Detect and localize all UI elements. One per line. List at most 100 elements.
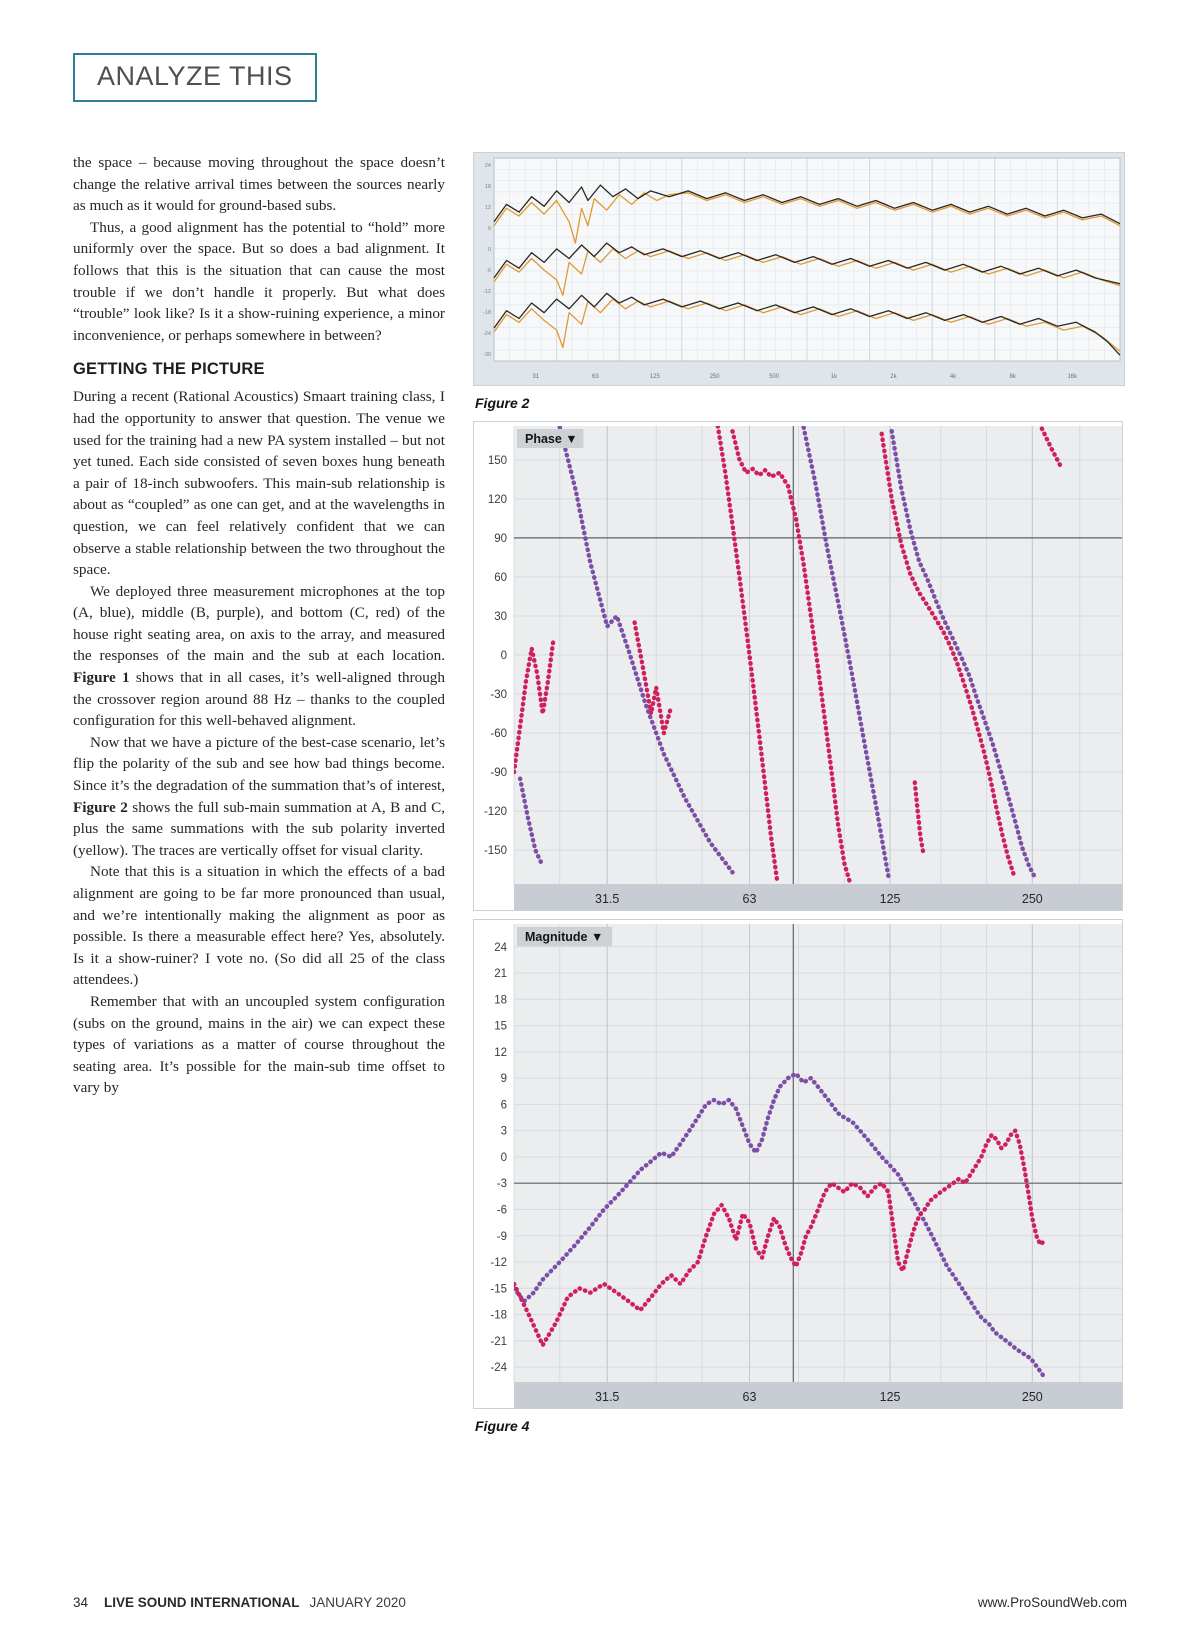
svg-text:0: 0: [488, 247, 491, 253]
svg-text:-24: -24: [490, 1362, 507, 1374]
svg-text:250: 250: [1022, 1390, 1043, 1404]
trace-mic-c-red: [730, 428, 853, 884]
trace-mic-b-summation: [493, 242, 1121, 285]
svg-text:-6: -6: [497, 1204, 507, 1216]
svg-text:-3: -3: [497, 1178, 507, 1190]
svg-text:31: 31: [532, 374, 539, 380]
svg-text:-18: -18: [483, 310, 491, 316]
svg-text:125: 125: [880, 892, 901, 906]
trace-mic-b-purple: [514, 1071, 1046, 1379]
svg-text:18: 18: [494, 994, 507, 1006]
svg-text:-120: -120: [484, 806, 507, 818]
svg-text:8k: 8k: [1010, 374, 1017, 380]
paragraph-5-text-cont: shows the full sub-main summation at A, …: [73, 798, 445, 859]
figure-4-caption: Figure 4: [475, 1418, 530, 1434]
figure-2-frequency-response-chart: 24 18 12 6 0 -6 -12 -18 -24 -30 31 63 125 250 500 1k 2k 4…: [473, 152, 1125, 386]
svg-text:6: 6: [501, 1099, 507, 1111]
svg-text:-9: -9: [497, 1231, 507, 1243]
svg-text:63: 63: [592, 374, 599, 380]
svg-text:12: 12: [494, 1047, 507, 1059]
svg-text:-60: -60: [490, 728, 507, 740]
svg-text:15: 15: [494, 1021, 507, 1033]
issue-date: JANUARY 2020: [309, 1595, 406, 1610]
trace-mic-a-summation: [493, 184, 1121, 225]
svg-text:500: 500: [769, 374, 780, 380]
svg-text:-24: -24: [483, 331, 491, 337]
svg-text:90: 90: [494, 533, 507, 545]
svg-text:21: 21: [494, 968, 507, 980]
trace-mic-c-red: [879, 431, 1016, 876]
svg-text:4k: 4k: [950, 374, 957, 380]
website-url: www.ProSoundWeb.com: [977, 1595, 1127, 1610]
svg-text:125: 125: [650, 374, 661, 380]
svg-text:0: 0: [501, 650, 507, 662]
article-text-column: the space – because moving throughout th…: [73, 152, 445, 1099]
figure-2-reference: Figure 2: [73, 798, 128, 816]
trace-mic-c-red: [514, 1128, 1048, 1348]
svg-text:250: 250: [710, 374, 721, 380]
trace-mic-c-red: [514, 639, 556, 775]
svg-text:1k: 1k: [831, 374, 838, 380]
phase-chart: 150 120 90 60 30 0 -30 -60 -90 -120 -150 31.5 63 125 2…: [473, 421, 1123, 911]
paragraph-4: We deployed three measurement microphone…: [73, 581, 445, 732]
content-columns: the space – because moving throughout th…: [73, 152, 1127, 1440]
paragraph-4-text: We deployed three measurement microphone…: [73, 582, 445, 665]
svg-text:-15: -15: [490, 1283, 507, 1295]
svg-text:6: 6: [488, 226, 491, 232]
paragraph-5-text: Now that we have a picture of the best-c…: [73, 733, 445, 795]
svg-text:-18: -18: [490, 1310, 507, 1322]
svg-text:0: 0: [501, 1152, 507, 1164]
paragraph-4-text-cont: shows that in all cases, it’s well-align…: [73, 669, 445, 730]
footer-left: 34 LIVE SOUND INTERNATIONAL JANUARY 2020: [73, 1595, 406, 1610]
svg-text:125: 125: [880, 1390, 901, 1404]
trace-mic-c-red: [912, 780, 926, 855]
paragraph-6: Note that this is a situation in which t…: [73, 863, 445, 989]
svg-text:-12: -12: [490, 1257, 507, 1269]
svg-text:-12: -12: [483, 289, 491, 295]
svg-text:63: 63: [743, 1390, 757, 1404]
trace-mic-b-purple: [801, 426, 891, 879]
svg-text:250: 250: [1022, 892, 1043, 906]
figure-2-caption: Figure 2: [475, 395, 530, 411]
svg-text:31.5: 31.5: [595, 1390, 619, 1404]
trace-mic-b-purple: [517, 776, 545, 868]
figure-1-reference: Figure 1: [73, 669, 130, 687]
trace-mic-c-red: [632, 620, 674, 736]
page-number: 34: [73, 1595, 89, 1610]
svg-text:18: 18: [485, 184, 491, 190]
paragraph-3: During a recent (Rational Acoustics) Sma…: [73, 388, 445, 579]
svg-text:-30: -30: [490, 689, 507, 701]
svg-text:60: 60: [494, 572, 507, 584]
paragraph-5: Now that we have a picture of the best-c…: [73, 732, 445, 862]
svg-text:120: 120: [488, 494, 507, 506]
paragraph-7: Remember that with an uncoupled system c…: [73, 992, 445, 1097]
svg-text:24: 24: [494, 942, 507, 954]
svg-text:9: 9: [501, 1073, 507, 1085]
svg-text:-90: -90: [490, 767, 507, 779]
magnitude-chart-panel: 24 21 18 15 12 9 6 3 0 -3 -6 -9 -12 -15 -18 -21 -24 31.5 6…: [473, 919, 1125, 1409]
svg-text:Magnitude ▼: Magnitude ▼: [525, 930, 603, 944]
svg-text:31.5: 31.5: [595, 892, 619, 906]
svg-text:2k: 2k: [890, 374, 897, 380]
svg-text:-6: -6: [486, 268, 491, 274]
section-heading: GETTING THE PICTURE: [73, 360, 265, 379]
trace-mic-c-summation: [493, 292, 1121, 356]
trace-mic-b-purple: [889, 428, 1038, 881]
trace-mic-c-red: [715, 426, 780, 881]
section-badge: ANALYZE THIS: [73, 53, 317, 102]
svg-text:12: 12: [485, 205, 491, 211]
svg-text:Phase ▼: Phase ▼: [525, 432, 578, 446]
svg-text:30: 30: [494, 611, 507, 623]
svg-text:150: 150: [488, 455, 507, 467]
paragraph-2: Thus, a good alignment has the potential…: [73, 218, 445, 344]
svg-text:-150: -150: [484, 845, 507, 857]
phase-chart-panel: 150 120 90 60 30 0 -30 -60 -90 -120 -150 31.5 63 125 2…: [473, 421, 1125, 911]
paragraph-1: the space – because moving throughout th…: [73, 154, 445, 215]
svg-text:-30: -30: [483, 352, 491, 358]
trace-mic-b-purple: [557, 426, 735, 875]
magazine-title: LIVE SOUND INTERNATIONAL: [104, 1595, 300, 1610]
svg-text:3: 3: [501, 1126, 507, 1138]
trace-mic-c-red: [1039, 426, 1064, 470]
